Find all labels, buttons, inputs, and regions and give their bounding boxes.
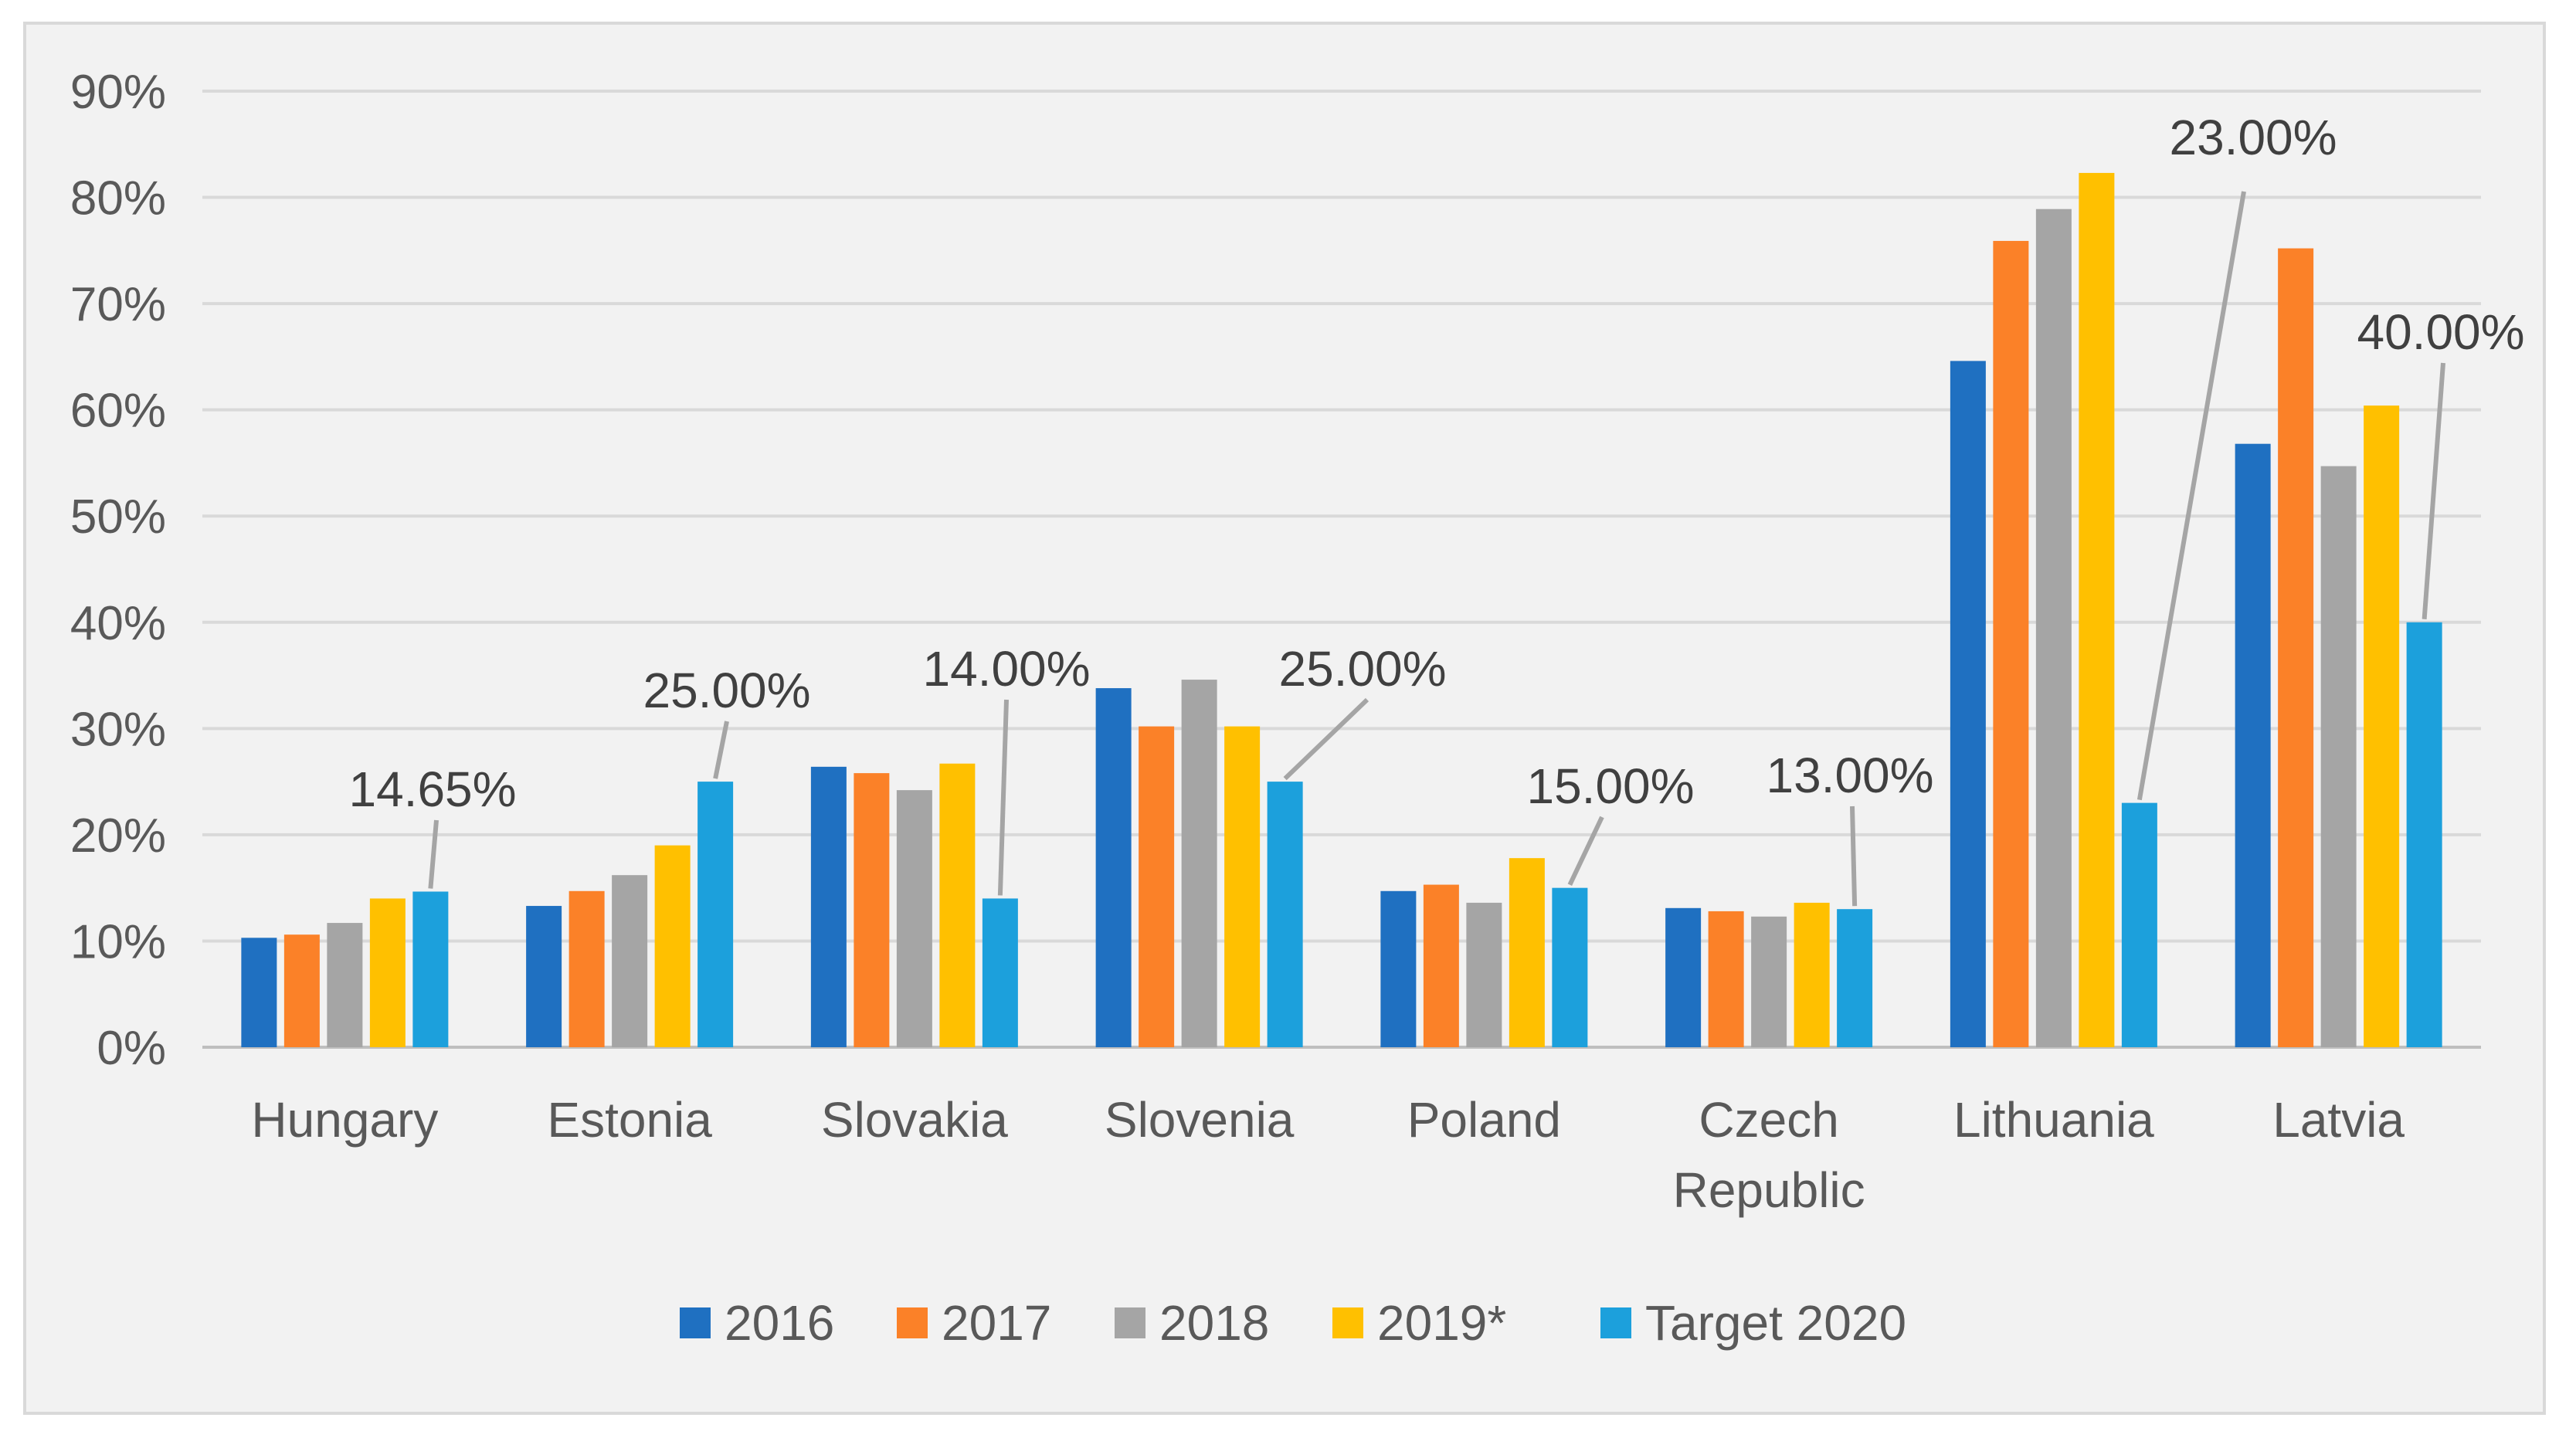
data-label-leader (997, 699, 1009, 896)
bar (654, 845, 691, 1047)
bar (1181, 680, 1217, 1047)
data-label: 14.65% (348, 761, 516, 817)
bar (1665, 907, 1702, 1047)
bar (612, 875, 648, 1047)
bar (568, 890, 605, 1047)
bar (1224, 726, 1261, 1047)
bar (1380, 890, 1417, 1047)
data-label: 25.00% (1278, 641, 1446, 697)
bar (1950, 361, 1986, 1047)
bar (369, 898, 406, 1047)
legend-label: 2016 (725, 1295, 834, 1351)
legend-swatch (1600, 1307, 1631, 1338)
category-label: Slovakia (821, 1092, 1008, 1148)
chart-area (23, 22, 2546, 1415)
bar (2035, 209, 2072, 1048)
bar (283, 934, 320, 1047)
bar (1837, 909, 1873, 1047)
bar (526, 906, 562, 1047)
data-label-leader (1567, 816, 1604, 886)
y-tick-label: 10% (70, 915, 166, 968)
data-label: 25.00% (643, 663, 810, 718)
data-label-leader (713, 721, 729, 779)
y-tick-label: 40% (70, 597, 166, 650)
bar (1466, 902, 1502, 1047)
category-label: Slovenia (1105, 1092, 1295, 1148)
data-label-leader (2136, 191, 2246, 801)
data-label-leader (2422, 362, 2445, 619)
category-label: Latvia (2272, 1092, 2405, 1148)
y-tick-label: 80% (70, 172, 166, 226)
bar (1708, 911, 1744, 1047)
category-label: Hungary (251, 1092, 438, 1148)
category-label: Lithuania (1953, 1092, 2154, 1148)
data-label-leader (1850, 805, 1858, 907)
bar (1751, 916, 1787, 1047)
y-tick-label: 70% (70, 278, 166, 331)
y-tick-label: 30% (70, 703, 166, 756)
y-tick-label: 60% (70, 385, 166, 438)
legend-swatch (680, 1307, 711, 1338)
bar (1993, 240, 2029, 1047)
y-tick-label: 90% (70, 66, 166, 119)
bar (1423, 884, 1459, 1047)
data-label-leader (1283, 697, 1369, 781)
data-label: 14.00% (922, 641, 1090, 697)
bar (896, 790, 932, 1047)
bar (1139, 726, 1175, 1047)
bar (2235, 443, 2271, 1047)
data-label: 40.00% (2357, 304, 2524, 360)
bar (1267, 782, 1303, 1047)
bar (810, 766, 847, 1047)
bar (2121, 802, 2157, 1047)
y-tick-label: 50% (70, 490, 166, 544)
bar (1552, 887, 1588, 1047)
bar (2320, 466, 2357, 1047)
bar (2406, 622, 2442, 1047)
legend-label: 2017 (942, 1295, 1051, 1351)
y-tick-label: 0% (97, 1022, 166, 1075)
legend-label: 2018 (1159, 1295, 1269, 1351)
data-label: 15.00% (1526, 758, 1694, 814)
legend-swatch (1115, 1307, 1145, 1338)
legend-swatch (897, 1307, 928, 1338)
bar (2079, 172, 2115, 1048)
data-label: 13.00% (1766, 748, 1933, 803)
bar (982, 898, 1018, 1047)
bar (412, 891, 449, 1047)
data-label: 23.00% (2169, 110, 2337, 165)
data-label-leader (428, 819, 439, 889)
legend-label: 2019* (1377, 1295, 1506, 1351)
legend-swatch (1332, 1307, 1363, 1338)
bar (697, 782, 734, 1047)
category-label: Republic (1673, 1162, 1865, 1218)
bar (241, 938, 277, 1047)
bar (2278, 248, 2314, 1047)
category-label: Poland (1407, 1092, 1561, 1148)
category-label: Estonia (547, 1092, 712, 1148)
bar (1095, 688, 1132, 1047)
bar (327, 923, 363, 1047)
category-label: Czech (1699, 1092, 1838, 1148)
legend-label: Target 2020 (1645, 1295, 1906, 1351)
bar (1509, 858, 1545, 1047)
bar (2364, 405, 2400, 1047)
bar (1794, 902, 1830, 1047)
y-tick-label: 20% (70, 809, 166, 863)
bar (854, 773, 890, 1047)
bar (939, 763, 976, 1047)
